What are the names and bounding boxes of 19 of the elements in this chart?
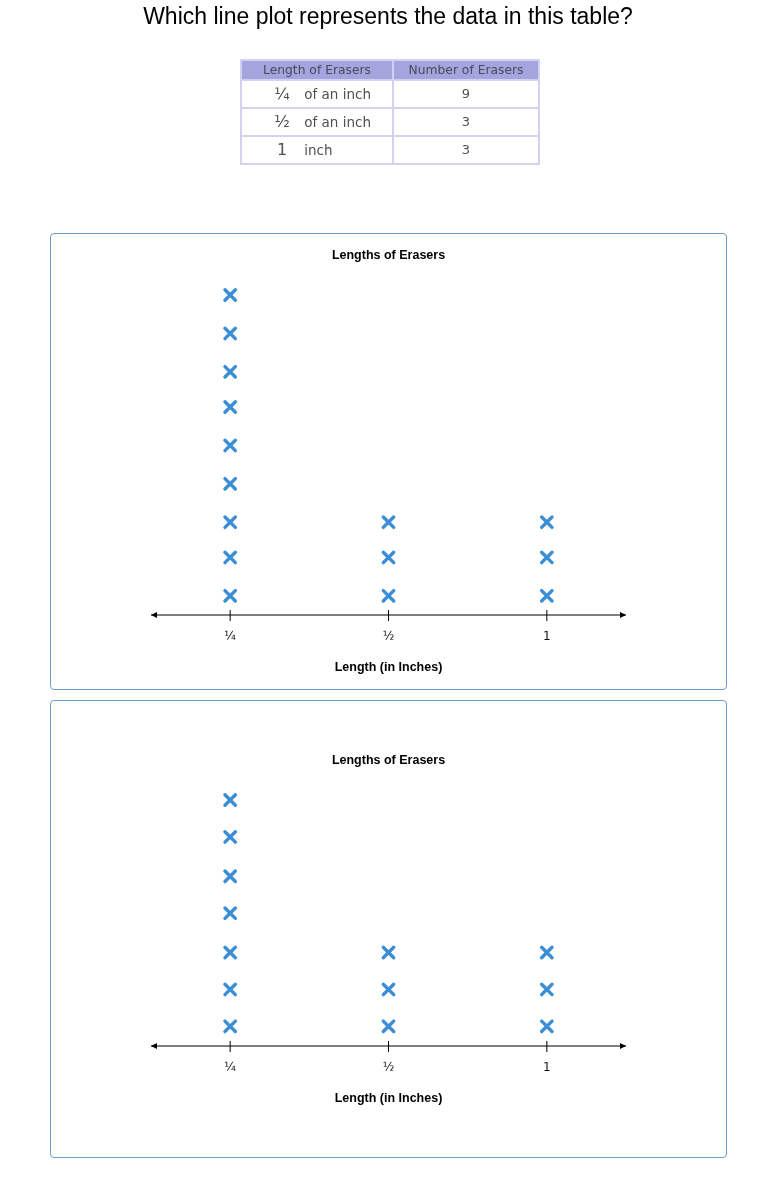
x-tick-label: ½ xyxy=(382,1060,395,1074)
text: Number of Erasers xyxy=(407,62,525,79)
text: Length of Erasers xyxy=(262,62,372,79)
x-tick-label: 1 xyxy=(543,1060,551,1074)
text: Which line plot represents the data in this table? xyxy=(142,2,634,30)
x-axis-title: Length (in Inches) xyxy=(333,659,444,675)
chart-title: Lengths of Erasers xyxy=(330,752,447,768)
x-axis-title: Length (in Inches) xyxy=(333,1090,444,1106)
data-label: 9 xyxy=(460,85,472,103)
chart-title: Lengths of Erasers xyxy=(330,247,447,263)
x-tick-label: ½ xyxy=(382,629,395,643)
x-tick-label: ¼ xyxy=(224,1060,237,1074)
category-label: ½ of an inch xyxy=(273,111,372,133)
data-label: 3 xyxy=(460,141,472,159)
category-label: ¼ of an inch xyxy=(273,83,372,105)
category-label: 1 inch xyxy=(275,139,333,161)
data-label: 3 xyxy=(460,113,472,131)
x-tick-label: 1 xyxy=(543,629,551,643)
x-tick-label: ¼ xyxy=(224,629,237,643)
